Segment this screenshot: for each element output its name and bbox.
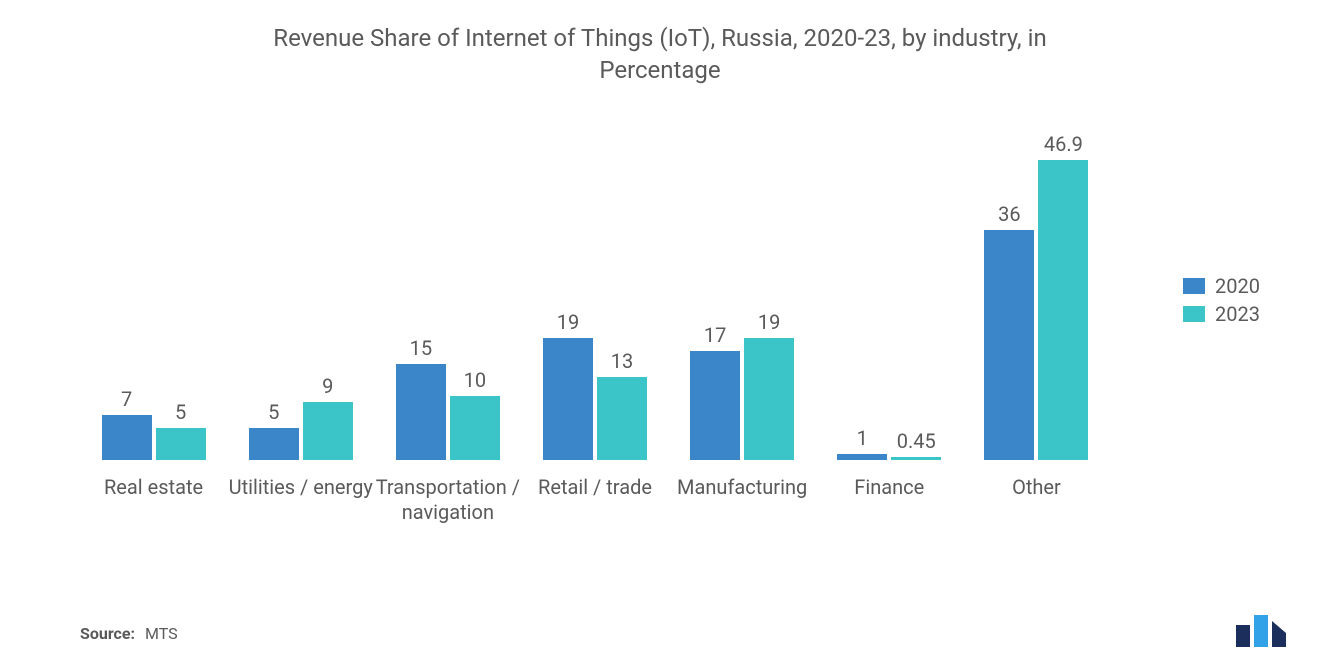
bar-group: 3646.9 bbox=[984, 160, 1088, 460]
bar-2023: 19 bbox=[744, 338, 794, 460]
chart-title: Revenue Share of Internet of Things (IoT… bbox=[210, 0, 1110, 87]
bar-value-label: 36 bbox=[998, 202, 1020, 226]
bar-value-label: 46.9 bbox=[1044, 132, 1083, 156]
x-axis-label: Real estate bbox=[79, 475, 229, 500]
legend: 2020 2023 bbox=[1183, 270, 1260, 330]
source-label: Source: bbox=[80, 624, 135, 643]
bar-group: 1719 bbox=[690, 338, 794, 460]
logo-bar-1 bbox=[1236, 625, 1250, 647]
legend-item: 2020 bbox=[1183, 274, 1260, 298]
x-axis-labels: Real estateUtilities / energyTransportat… bbox=[80, 465, 1110, 560]
bar-value-label: 1 bbox=[857, 426, 868, 450]
bar-2020: 5 bbox=[249, 428, 299, 460]
bar-value-label: 9 bbox=[322, 374, 333, 398]
bar-2023: 10 bbox=[450, 396, 500, 460]
bar-2023: 13 bbox=[597, 377, 647, 460]
x-axis-label: Other bbox=[961, 475, 1111, 500]
chart-area: 755915101913171910.453646.9 Real estateU… bbox=[80, 130, 1110, 560]
bar-value-label: 17 bbox=[704, 323, 726, 347]
bar-value-label: 0.45 bbox=[897, 429, 936, 453]
bar-value-label: 10 bbox=[464, 368, 486, 392]
x-axis-label: Manufacturing bbox=[667, 475, 817, 500]
bar-value-label: 5 bbox=[175, 400, 186, 424]
legend-item: 2023 bbox=[1183, 302, 1260, 326]
bar-value-label: 19 bbox=[758, 310, 780, 334]
bar-value-label: 15 bbox=[410, 336, 432, 360]
logo-bar-2 bbox=[1254, 615, 1268, 647]
bar-group: 10.45 bbox=[837, 454, 941, 460]
bar-value-label: 7 bbox=[121, 387, 132, 411]
x-axis-label: Utilities / energy bbox=[226, 475, 376, 500]
bar-group: 1913 bbox=[543, 338, 647, 460]
x-axis-label: Finance bbox=[814, 475, 964, 500]
bar-group: 1510 bbox=[396, 364, 500, 460]
x-axis-label: Retail / trade bbox=[520, 475, 670, 500]
legend-label: 2020 bbox=[1215, 274, 1260, 298]
bar-value-label: 19 bbox=[557, 310, 579, 334]
logo-bar-3 bbox=[1272, 621, 1286, 647]
x-axis-label: Transportation / navigation bbox=[373, 475, 523, 525]
source-value: MTS bbox=[145, 624, 178, 643]
legend-swatch bbox=[1183, 306, 1205, 322]
bar-2020: 19 bbox=[543, 338, 593, 460]
bar-2020: 1 bbox=[837, 454, 887, 460]
source-attribution: Source: MTS bbox=[80, 624, 178, 643]
bar-group: 75 bbox=[102, 415, 206, 460]
plot-area: 755915101913171910.453646.9 bbox=[80, 140, 1110, 460]
bar-2023: 0.45 bbox=[891, 457, 941, 460]
bar-2023: 5 bbox=[156, 428, 206, 460]
brand-logo bbox=[1234, 611, 1290, 647]
bar-2023: 9 bbox=[303, 402, 353, 460]
bar-2020: 7 bbox=[102, 415, 152, 460]
bar-2020: 36 bbox=[984, 230, 1034, 460]
bar-value-label: 5 bbox=[268, 400, 279, 424]
legend-label: 2023 bbox=[1215, 302, 1260, 326]
bar-group: 59 bbox=[249, 402, 353, 460]
bar-2020: 17 bbox=[690, 351, 740, 460]
bar-2020: 15 bbox=[396, 364, 446, 460]
bar-2023: 46.9 bbox=[1038, 160, 1088, 460]
legend-swatch bbox=[1183, 278, 1205, 294]
bar-value-label: 13 bbox=[611, 349, 633, 373]
